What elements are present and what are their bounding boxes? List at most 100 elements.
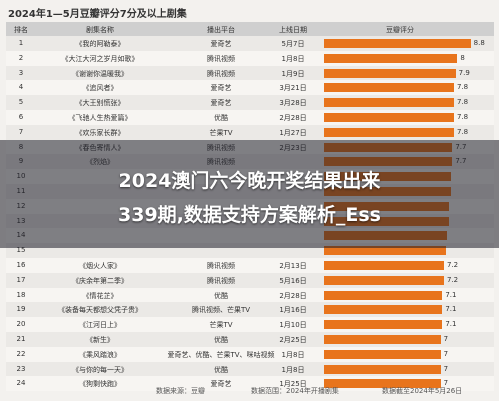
date-cell: 1月16日 bbox=[279, 306, 307, 315]
score-label: 7 bbox=[443, 379, 449, 388]
date-cell: 1月27日 bbox=[279, 128, 307, 137]
title-overlay: 2024澳门六今晚开奖结果出来 339期,数据支持方案解析_Ess bbox=[0, 140, 499, 248]
score-label: 7.1 bbox=[445, 305, 457, 314]
date-cell: 1月25日 bbox=[279, 380, 307, 389]
header-name: 剧集名称 bbox=[86, 26, 114, 34]
score-label: 7 bbox=[443, 364, 449, 373]
score-bar bbox=[324, 334, 441, 344]
score-label: 7.2 bbox=[447, 260, 459, 269]
date-cell: 2月13日 bbox=[279, 261, 307, 270]
date-cell: 1月8日 bbox=[281, 365, 305, 374]
platform-cell: 芒果TV bbox=[209, 128, 233, 137]
score-label: 7.8 bbox=[457, 83, 469, 92]
score-bar bbox=[324, 290, 443, 300]
name-cell: 《乘风踏浪》 bbox=[79, 350, 121, 359]
platform-cell: 优酷 bbox=[214, 365, 228, 374]
date-cell: 3月21日 bbox=[279, 84, 307, 93]
name-cell: 《谢谢你温暖我》 bbox=[72, 69, 128, 78]
score-label: 8 bbox=[460, 53, 465, 62]
name-cell: 《装备每天都想父凭子贵》 bbox=[58, 306, 142, 315]
date-cell: 2月28日 bbox=[279, 113, 307, 122]
platform-cell: 腾讯视频 bbox=[207, 54, 235, 63]
footer-cutoff: 数据截至2024年5月26日 bbox=[382, 387, 463, 395]
name-cell: 《烟火人家》 bbox=[79, 261, 121, 270]
footer-scope: 数据范围：2024年开播剧集 bbox=[251, 387, 339, 395]
rank-cell: 20 bbox=[16, 320, 26, 329]
platform-cell: 爱奇艺 bbox=[210, 40, 232, 48]
score-label: 7 bbox=[443, 334, 449, 343]
rank-cell: 6 bbox=[18, 112, 24, 121]
name-cell: 《新生》 bbox=[86, 335, 114, 344]
score-bar bbox=[324, 246, 446, 256]
rank-cell: 21 bbox=[16, 334, 26, 343]
name-cell: 《庆余年第二季》 bbox=[72, 276, 128, 285]
platform-cell: 爱奇艺 bbox=[210, 380, 232, 389]
score-label: 7.9 bbox=[458, 68, 470, 77]
score-bar bbox=[324, 305, 443, 315]
rank-cell: 1 bbox=[18, 39, 24, 47]
name-cell: 《与你的每一天》 bbox=[72, 365, 128, 374]
platform-cell: 优酷 bbox=[214, 291, 228, 300]
score-bar bbox=[324, 53, 458, 63]
score-bar bbox=[324, 127, 454, 137]
platform-cell: 爱奇艺 bbox=[210, 99, 232, 108]
score-bar bbox=[324, 83, 454, 93]
platform-cell: 优酷 bbox=[214, 113, 228, 122]
name-cell: 《大江大河之岁月如歌》 bbox=[61, 54, 139, 63]
score-label: 7.8 bbox=[457, 127, 469, 136]
footer-source: 数据来源：豆瓣 bbox=[156, 387, 205, 395]
table-row: 20 《江河日上》 芒果TV 1月10日 7.1 bbox=[6, 317, 494, 332]
rank-cell: 2 bbox=[18, 53, 24, 62]
score-bar bbox=[324, 275, 444, 285]
rank-cell: 22 bbox=[16, 349, 26, 358]
score-label: 7.1 bbox=[445, 290, 457, 299]
name-cell: 《江河日上》 bbox=[79, 321, 121, 330]
table-row: 2 《大江大河之岁月如歌》 腾讯视频 1月8日 8 bbox=[6, 50, 494, 66]
platform-cell: 腾讯视频 bbox=[207, 276, 235, 285]
name-cell: 《追风者》 bbox=[82, 84, 118, 93]
score-label: 7.2 bbox=[447, 275, 459, 284]
header-rank: 排名 bbox=[14, 26, 28, 34]
date-cell: 1月8日 bbox=[281, 350, 305, 359]
date-cell: 2月25日 bbox=[279, 335, 307, 344]
name-cell: 《我的阿勒泰》 bbox=[75, 40, 125, 48]
platform-cell: 腾讯视频 bbox=[207, 69, 235, 78]
table-row: 17 《庆余年第二季》 腾讯视频 5月16日 7.2 bbox=[6, 272, 494, 288]
date-cell: 5月7日 bbox=[281, 40, 305, 48]
rank-cell: 15 bbox=[16, 246, 26, 255]
rank-cell: 16 bbox=[16, 260, 26, 269]
score-bar bbox=[324, 39, 471, 48]
date-cell: 5月16日 bbox=[279, 276, 307, 285]
platform-cell: 腾讯视频 bbox=[207, 261, 235, 270]
table-row: 7 《欢乐家长群》 芒果TV 1月27日 7.8 bbox=[6, 124, 494, 140]
header-date: 上线日期 bbox=[279, 26, 307, 34]
date-cell: 1月8日 bbox=[281, 54, 305, 63]
rank-cell: 5 bbox=[18, 98, 24, 107]
score-label: 7.1 bbox=[445, 320, 457, 329]
table-row: 21 《新生》 优酷 2月25日 7 bbox=[6, 331, 494, 347]
table-header: 排名 剧集名称 播出平台 上线日期 豆瓣评分 bbox=[6, 22, 494, 36]
name-cell: 《大王别慌张》 bbox=[75, 99, 125, 108]
date-cell: 1月9日 bbox=[281, 69, 305, 78]
rank-cell: 17 bbox=[16, 275, 26, 284]
name-cell: 《狗剩快跑》 bbox=[79, 380, 121, 389]
score-label: 7.8 bbox=[457, 112, 469, 121]
score-bar bbox=[324, 68, 456, 78]
table-row: 23 《与你的每一天》 优酷 1月8日 7 bbox=[6, 361, 494, 377]
score-bar bbox=[324, 260, 444, 270]
score-bar bbox=[324, 364, 441, 374]
score-label: 7.8 bbox=[457, 98, 469, 107]
score-bar bbox=[324, 98, 454, 108]
platform-cell: 腾讯视频、芒果TV bbox=[191, 306, 251, 315]
overlay-line-2: 339期,数据支持方案解析_Ess bbox=[118, 204, 381, 226]
platform-cell: 优酷 bbox=[214, 335, 228, 344]
table-row: 16 《烟火人家》 腾讯视频 2月13日 7.2 bbox=[6, 257, 494, 273]
table-row: 3 《谢谢你温暖我》 腾讯视频 1月9日 7.9 bbox=[6, 65, 494, 81]
table-row: 6 《飞驰人生热爱篇》 优酷 2月28日 7.8 bbox=[6, 109, 494, 125]
header-platform: 播出平台 bbox=[207, 26, 235, 34]
name-cell: 《情花芷》 bbox=[82, 291, 118, 300]
table-row: 19 《装备每天都想父凭子贵》 腾讯视频、芒果TV 1月16日 7.1 bbox=[6, 302, 494, 318]
table-row: 24 《狗剩快跑》 爱奇艺 1月25日 7 bbox=[6, 376, 494, 392]
platform-cell: 爱奇艺 bbox=[210, 84, 232, 93]
rank-cell: 7 bbox=[18, 127, 24, 136]
